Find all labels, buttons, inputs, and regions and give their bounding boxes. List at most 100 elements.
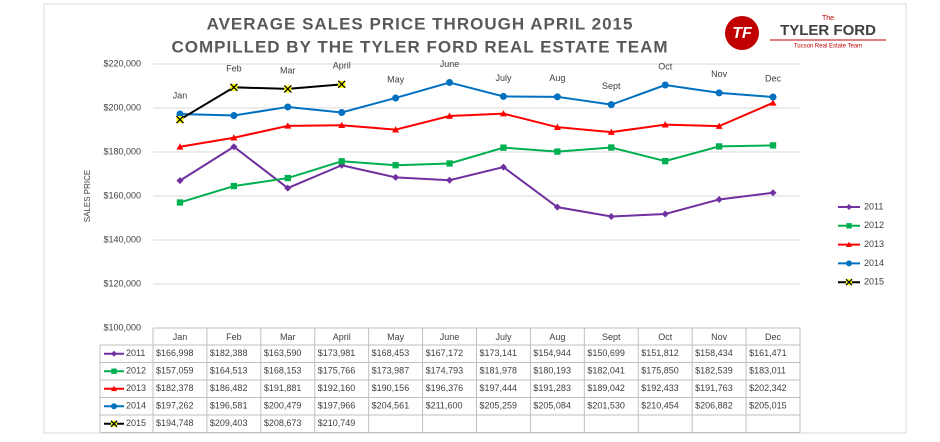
x-tick-label: April: [333, 332, 351, 342]
point-label: June: [440, 59, 460, 69]
marker: [230, 143, 238, 151]
marker: [284, 174, 291, 182]
table-cell: $196,376: [426, 383, 464, 393]
marker: [229, 83, 238, 92]
x-tick-label: Mar: [280, 332, 296, 342]
y-tick-label: $120,000: [103, 278, 141, 288]
logo: TF The TYLER FORD Tucson Real Estate Tea…: [725, 15, 886, 50]
marker: [553, 203, 561, 211]
series-line: [179, 101, 774, 148]
table-cell: $192,433: [641, 383, 679, 393]
table-cell: $182,041: [587, 366, 625, 376]
marker-x: [175, 115, 184, 124]
marker: [283, 84, 292, 93]
marker: [769, 142, 777, 149]
marker: [338, 158, 345, 165]
y-tick-label: $180,000: [103, 146, 141, 156]
point-label: Dec: [765, 73, 782, 83]
marker: [715, 143, 723, 150]
chart-title: AVERAGE SALES PRICE THROUGH APRIL 2015: [207, 14, 634, 33]
marker-x: [337, 80, 346, 89]
table-series-name: 2011: [126, 348, 145, 358]
marker: [176, 177, 184, 185]
table-cell: $163,590: [264, 348, 302, 358]
table-cell: $182,539: [695, 366, 733, 376]
series-line: [179, 83, 342, 121]
marker: [338, 108, 346, 116]
marker: [662, 157, 669, 165]
x-tick-label: Oct: [658, 332, 673, 342]
table-cell: $173,981: [318, 348, 356, 358]
y-tick-label: $140,000: [103, 234, 141, 244]
point-label: Oct: [658, 61, 673, 71]
chart-title: COMPILLED BY THE TYLER FORD REAL ESTATE …: [171, 37, 668, 56]
table-cell: $208,673: [264, 418, 302, 428]
marker: [846, 204, 852, 210]
table-cell: $175,850: [641, 366, 679, 376]
table-series-name: 2013: [126, 383, 146, 393]
marker: [607, 128, 615, 135]
marker: [176, 110, 184, 118]
marker: [500, 144, 507, 151]
series-line: [179, 81, 774, 117]
table-cell: $167,172: [426, 348, 464, 358]
marker: [176, 143, 184, 150]
table-cell: $182,378: [156, 383, 194, 393]
marker: [111, 403, 117, 410]
x-tick-label: May: [387, 332, 405, 342]
y-tick-label: $220,000: [103, 58, 141, 68]
marker: [446, 78, 454, 86]
table-cell: $164,513: [210, 366, 248, 376]
point-label: Sept: [602, 81, 621, 91]
marker: [284, 122, 292, 129]
table-cell: $194,748: [156, 418, 194, 428]
marker: [175, 115, 184, 124]
marker: [230, 134, 238, 141]
x-tick-label: Aug: [549, 332, 565, 342]
table-cell: $200,479: [264, 401, 302, 411]
table-cell: $202,342: [749, 383, 787, 393]
table-cell: $191,763: [695, 383, 733, 393]
table-cell: $201,530: [587, 401, 625, 411]
legend-label: 2011: [864, 201, 883, 211]
marker-x: [110, 420, 118, 428]
data-table: Jan Feb Mar April May June July Aug Sept Oct Nov De…: [99, 327, 801, 433]
legend-label: 2013: [864, 239, 884, 249]
table-cell: $166,998: [156, 348, 194, 358]
table-cell: $158,434: [695, 348, 733, 358]
table-cell: $197,966: [318, 401, 356, 411]
marker: [715, 122, 723, 129]
table-cell: $186,482: [210, 383, 248, 393]
marker: [499, 110, 507, 117]
table-cell: $174,793: [426, 366, 464, 376]
marker: [661, 81, 669, 89]
table-cell: $175,766: [318, 366, 356, 376]
table-cell: $205,015: [749, 401, 787, 411]
y-axis-label: SALES PRICE: [83, 170, 92, 222]
marker: [446, 112, 454, 119]
marker: [392, 173, 400, 181]
legend-label: 2012: [864, 220, 884, 230]
marker: [284, 184, 292, 192]
marker-x: [229, 83, 238, 92]
marker: [392, 162, 399, 169]
legend-label: 2014: [864, 258, 884, 268]
table-cell: $210,454: [641, 401, 679, 411]
marker: [111, 385, 117, 392]
marker: [284, 103, 292, 111]
table-cell: $180,193: [533, 366, 571, 376]
marker: [769, 93, 777, 101]
x-tick-label: Sept: [602, 332, 621, 342]
table-cell: $157,059: [156, 366, 194, 376]
table-cell: $150,699: [587, 348, 625, 358]
table-cell: $181,978: [480, 366, 518, 376]
x-tick-label: July: [495, 332, 512, 342]
point-label: Mar: [280, 65, 296, 75]
table-cell: $183,011: [749, 366, 786, 376]
table-cell: $204,561: [372, 401, 410, 411]
marker: [111, 350, 117, 357]
table-cell: $189,042: [587, 383, 625, 393]
marker: [230, 182, 238, 190]
marker: [111, 368, 117, 374]
marker: [553, 93, 561, 101]
